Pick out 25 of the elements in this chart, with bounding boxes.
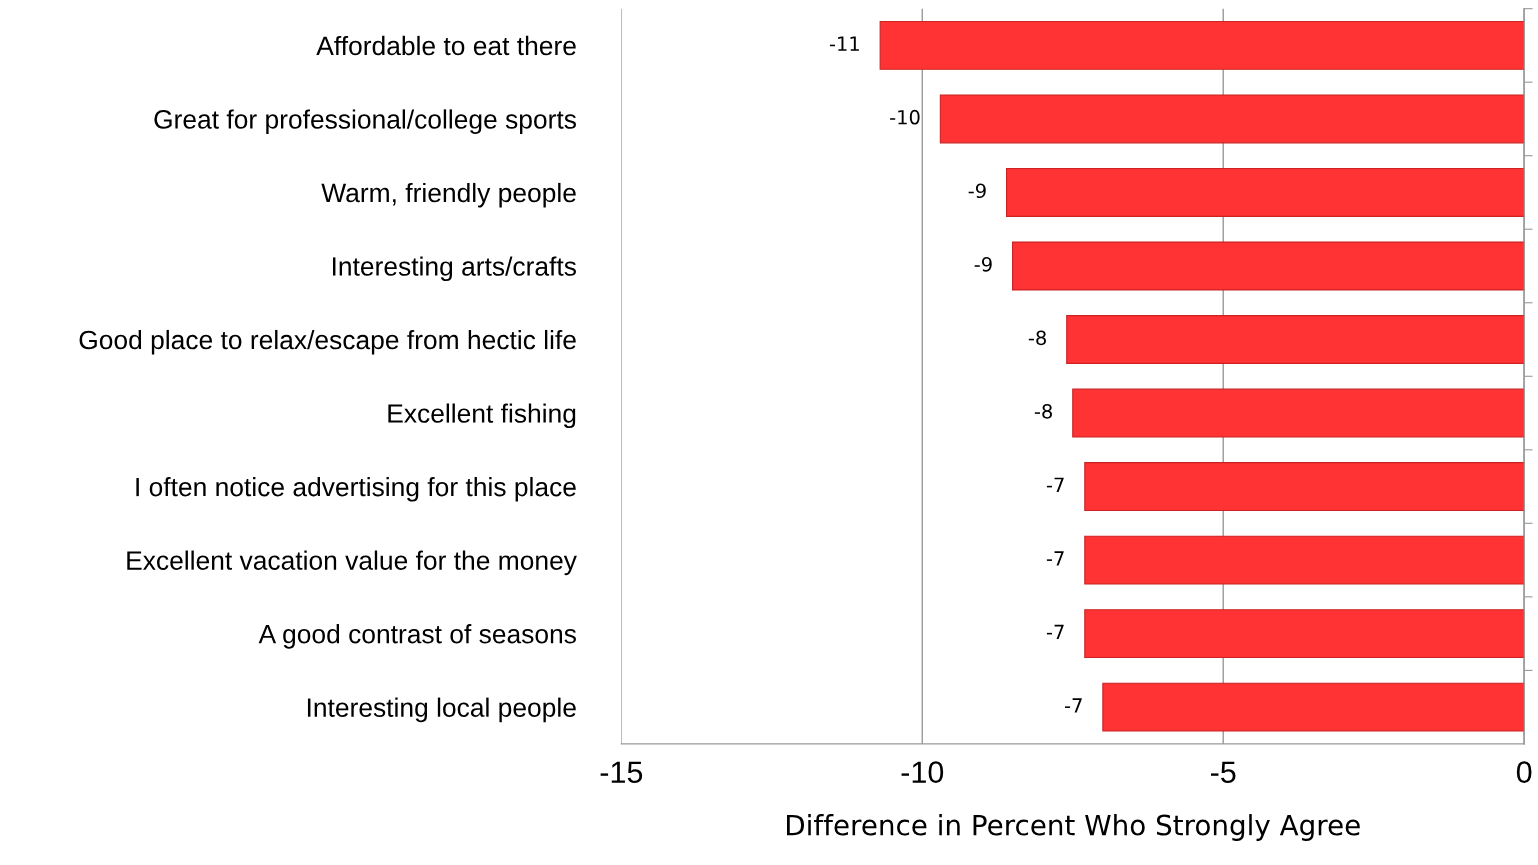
y-tick-label: A good contrast of seasons [258, 624, 576, 649]
y-tick-label: Great for professional/college sports [154, 109, 576, 134]
x-tick-label: -15 [600, 761, 643, 784]
data-label: -7 [1046, 624, 1064, 639]
data-label: -9 [968, 183, 986, 199]
y-tick-label: Good place to relax/escape from hectic life [79, 329, 576, 355]
data-label: -8 [1028, 330, 1046, 346]
data-label: -7 [1046, 477, 1064, 492]
data-label: -10 [890, 109, 920, 125]
y-tick-label: Interesting arts/crafts [332, 256, 576, 282]
y-tick-label: Interesting local people [307, 697, 576, 723]
data-label: -8 [1034, 403, 1052, 419]
y-tick-label: I often notice advertising for this place [136, 477, 576, 502]
y-tick-label: Warm, friendly people [321, 182, 576, 208]
y-tick-label: Affordable to eat there [316, 35, 576, 56]
y-tick-label: Excellent vacation value for the money [127, 550, 577, 576]
data-label: -7 [1064, 698, 1082, 713]
x-tick-label: 0 [1516, 761, 1532, 784]
x-tick-label: -5 [1211, 761, 1236, 784]
x-tick-label: -10 [901, 761, 944, 784]
data-label: -7 [1046, 551, 1064, 566]
data-label: -11 [829, 36, 859, 51]
x-axis-title: Difference in Percent Who Strongly Agree [787, 814, 1360, 841]
data-label: -9 [974, 256, 992, 272]
y-tick-label: Excellent fishing [388, 403, 576, 429]
